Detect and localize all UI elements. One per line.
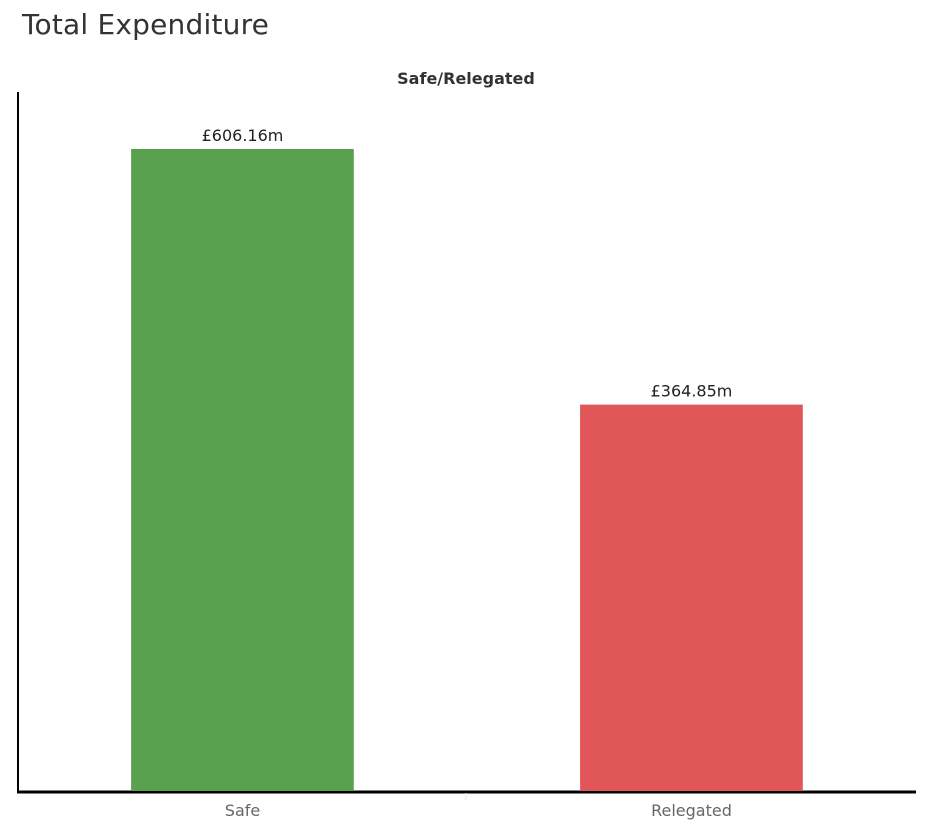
bar-safe	[131, 149, 354, 791]
page-title: Total Expenditure	[22, 8, 270, 41]
x-tick-label-safe: Safe	[225, 801, 260, 820]
x-tick-label-relegated: Relegated	[651, 801, 732, 820]
chart-title: Safe/Relegated	[397, 69, 535, 88]
bar-relegated	[580, 404, 803, 791]
data-label-safe: £606.16m	[202, 126, 284, 145]
data-label-relegated: £364.85m	[651, 382, 733, 401]
